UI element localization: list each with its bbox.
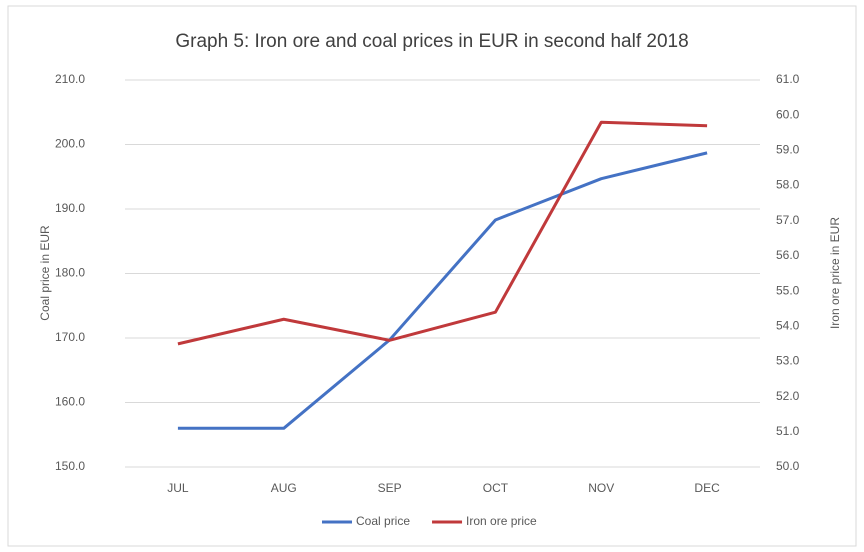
legend-label: Coal price	[356, 514, 410, 528]
y-tick-label: 180.0	[55, 266, 85, 280]
y2-tick-label: 50.0	[776, 459, 800, 473]
legend-label: Iron ore price	[466, 514, 537, 528]
y2-tick-label: 52.0	[776, 389, 800, 403]
x-tick-label: DEC	[694, 481, 720, 495]
y2-tick-label: 58.0	[776, 178, 800, 192]
x-tick-label: OCT	[483, 481, 509, 495]
y2-axis-label: Iron ore price in EUR	[828, 217, 842, 329]
y-tick-label: 210.0	[55, 72, 85, 86]
x-tick-label: NOV	[588, 481, 614, 495]
y2-tick-label: 59.0	[776, 143, 800, 157]
x-tick-label: JUL	[167, 481, 189, 495]
y-tick-label: 170.0	[55, 330, 85, 344]
x-tick-label: AUG	[271, 481, 297, 495]
y2-tick-label: 51.0	[776, 424, 800, 438]
line-series	[177, 120, 708, 346]
y2-tick-label: 55.0	[776, 283, 800, 297]
y-axis-label: Coal price in EUR	[38, 225, 52, 321]
chart-border	[7, 5, 857, 547]
y2-tick-label: 57.0	[776, 213, 800, 227]
y2-tick-label: 54.0	[776, 318, 800, 332]
y2-tick-label: 53.0	[776, 354, 800, 368]
chart-title: Graph 5: Iron ore and coal prices in EUR…	[175, 31, 688, 52]
y2-tick-label: 60.0	[776, 107, 800, 121]
y-tick-label: 190.0	[55, 201, 85, 215]
x-tick-label: SEP	[378, 481, 402, 495]
line-series	[177, 151, 708, 430]
y2-tick-label: 61.0	[776, 72, 800, 86]
y-tick-label: 200.0	[55, 137, 85, 151]
y-tick-label: 150.0	[55, 459, 85, 473]
y-tick-label: 160.0	[55, 395, 85, 409]
y2-tick-label: 56.0	[776, 248, 800, 262]
